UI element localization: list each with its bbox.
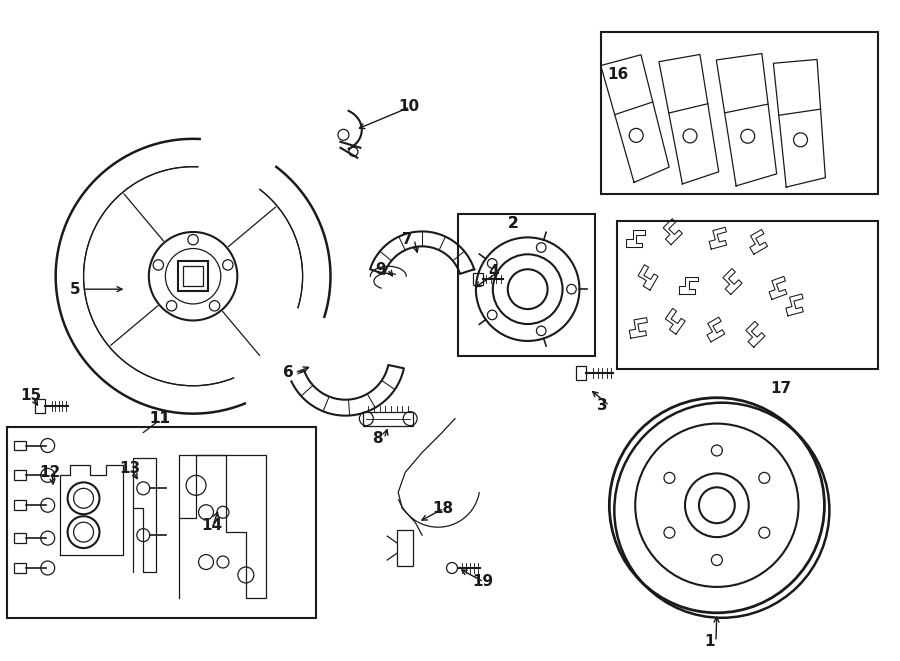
Bar [178,261,208,291]
Text: 8: 8 [373,431,383,446]
Bar [14,500,26,510]
Bar [14,471,26,481]
Text: 13: 13 [120,461,140,476]
Text: 3: 3 [598,398,608,413]
Text: 11: 11 [149,411,170,426]
Text: 2: 2 [508,216,518,231]
Bar [14,533,26,543]
Text: 1: 1 [704,634,715,649]
Bar [458,214,596,356]
Bar [183,266,203,286]
Bar [14,440,26,451]
Bar [472,273,483,285]
Text: 14: 14 [201,518,222,533]
Text: 16: 16 [608,67,628,81]
Text: 18: 18 [432,501,454,516]
Text: 5: 5 [69,282,80,297]
Text: 6: 6 [283,366,293,380]
Bar [577,366,587,380]
Bar [601,32,878,194]
Text: 11: 11 [149,411,170,426]
Bar [397,530,413,566]
Text: 7: 7 [402,232,413,247]
Bar [14,563,26,573]
Text: 19: 19 [472,574,493,590]
Text: 17: 17 [770,381,792,396]
Text: 9: 9 [375,262,386,277]
Bar [617,221,878,369]
Text: 2: 2 [508,216,518,231]
Text: 4: 4 [488,264,499,279]
Bar [35,399,45,412]
Text: 10: 10 [398,99,419,114]
Text: 12: 12 [40,465,61,480]
Bar [364,412,413,426]
Text: 15: 15 [20,388,40,403]
Bar [7,426,316,618]
